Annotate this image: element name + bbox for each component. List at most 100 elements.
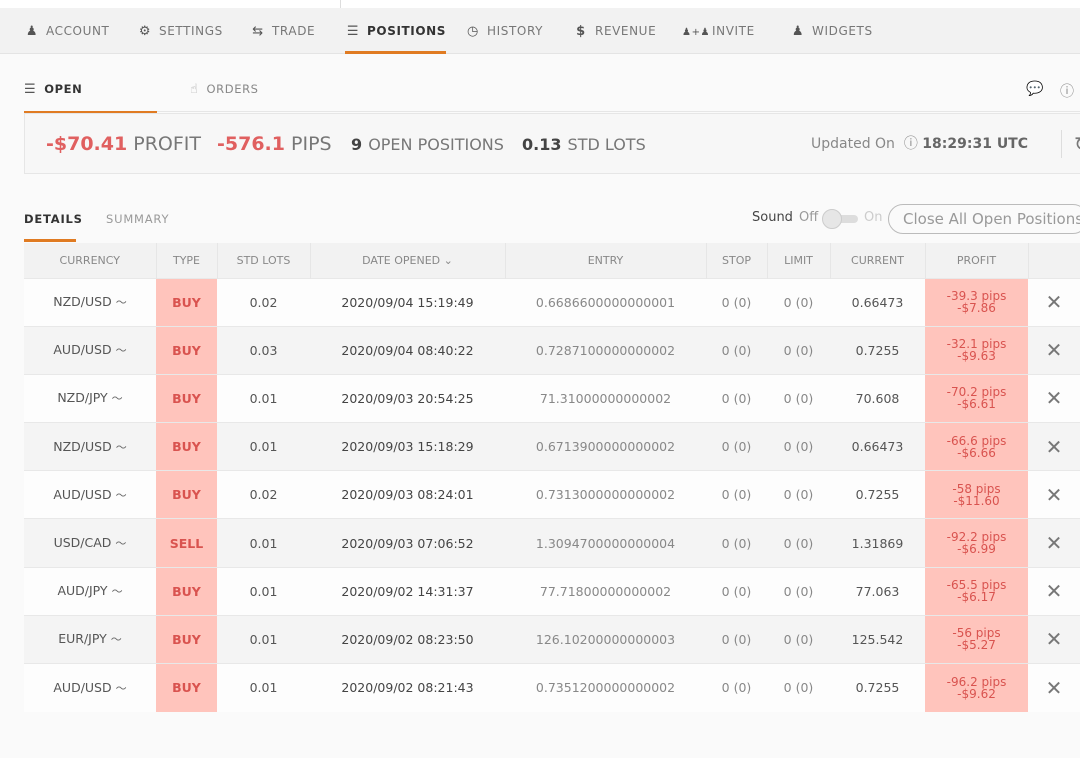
limit-cell: 0 (0): [767, 277, 830, 327]
close-position-button[interactable]: ✕: [1028, 518, 1080, 568]
close-icon: ✕: [1045, 482, 1063, 507]
date-opened: 2020/09/03 07:06:52: [341, 535, 474, 551]
tab-open-positions[interactable]: ☰OPEN POSITIONS: [24, 54, 157, 167]
profit-label: PROFIT: [133, 133, 202, 155]
trend-chart-icon[interactable]: 〜: [115, 488, 127, 502]
nav-settings[interactable]: ⚙ SETTINGS: [137, 8, 223, 54]
trend-chart-icon[interactable]: 〜: [115, 296, 127, 310]
tab-summary[interactable]: SUMMARY: [106, 212, 170, 226]
header-profit[interactable]: PROFIT: [925, 243, 1029, 278]
profit-pips: -65.5 pips: [946, 578, 1007, 593]
nav-invite[interactable]: ♟+♟ INVITE: [682, 8, 755, 54]
stop-cell: 0 (0): [706, 518, 767, 568]
trend-chart-icon[interactable]: 〜: [111, 585, 123, 599]
header-entry[interactable]: ENTRY: [505, 243, 707, 278]
total-pips: -576.1 PIPS: [217, 114, 332, 174]
nav-label: WIDGETS: [812, 24, 873, 38]
user-icon: ♟: [25, 24, 39, 39]
profit-amount: -$6.17: [957, 590, 996, 605]
header-type[interactable]: TYPE: [156, 243, 218, 278]
trend-chart-icon[interactable]: 〜: [115, 344, 127, 358]
close-position-button[interactable]: ✕: [1028, 614, 1080, 664]
trend-chart-icon[interactable]: 〜: [115, 537, 127, 551]
entry-price: 0.7313000000000002: [535, 487, 676, 503]
limit-value: 0 (0): [783, 342, 814, 358]
lots-cell: 0.01: [217, 373, 310, 423]
limit-value: 0 (0): [783, 680, 814, 696]
profit-cell: -92.2 pips -$6.99: [925, 518, 1028, 568]
tab-orders[interactable]: ☝ ORDERS: [190, 54, 259, 112]
close-position-button[interactable]: ✕: [1028, 470, 1080, 519]
chat-icon[interactable]: 💬: [1026, 81, 1044, 97]
tab-details[interactable]: DETAILS: [24, 208, 82, 242]
header-date-opened[interactable]: DATE OPENED ⌄: [310, 243, 506, 278]
trend-chart-icon[interactable]: 〜: [115, 681, 127, 695]
date-opened: 2020/09/03 15:18:29: [341, 439, 474, 455]
header-currency[interactable]: CURRENCY: [24, 243, 157, 278]
date-opened: 2020/09/02 14:31:37: [341, 583, 474, 599]
close-position-button[interactable]: ✕: [1028, 277, 1080, 327]
date-cell: 2020/09/03 08:24:01: [310, 470, 505, 519]
nav-history[interactable]: ◷ HISTORY: [465, 8, 543, 54]
trend-chart-icon[interactable]: 〜: [111, 392, 123, 406]
profit-cell: -65.5 pips -$6.17: [925, 566, 1028, 616]
close-position-button[interactable]: ✕: [1028, 422, 1080, 471]
nav-trade[interactable]: ⇆ TRADE: [250, 8, 315, 54]
header-close: [1028, 243, 1080, 278]
currency-cell: AUD/USD 〜: [24, 662, 156, 712]
trend-chart-icon[interactable]: 〜: [110, 633, 122, 647]
limit-cell: 0 (0): [767, 470, 830, 519]
table-row: AUD/USD 〜 BUY 0.02 2020/09/03 08:24:01 0.7313…: [24, 470, 1080, 519]
header-limit[interactable]: LIMIT: [767, 243, 831, 278]
close-position-button[interactable]: ✕: [1028, 373, 1080, 423]
current-price: 1.31869: [851, 535, 904, 551]
entry-price: 0.7287100000000002: [535, 342, 676, 358]
header-stop[interactable]: STOP: [706, 243, 768, 278]
profit-cell: -56 pips -$5.27: [925, 614, 1028, 664]
close-position-button[interactable]: ✕: [1028, 566, 1080, 616]
close-position-button[interactable]: ✕: [1028, 325, 1080, 375]
currency-cell: NZD/USD 〜: [24, 422, 156, 471]
nav-label: ACCOUNT: [46, 24, 110, 38]
header-current[interactable]: CURRENT: [830, 243, 926, 278]
trade-type: BUY: [172, 294, 201, 310]
date-cell: 2020/09/02 14:31:37: [310, 566, 505, 616]
current-price: 0.7255: [855, 487, 900, 503]
trade-type: BUY: [172, 583, 201, 599]
stop-cell: 0 (0): [706, 470, 767, 519]
nav-widgets[interactable]: ♟ WIDGETS: [790, 8, 873, 54]
table-row: NZD/JPY 〜 BUY 0.01 2020/09/03 20:54:25 71.310…: [24, 373, 1080, 423]
limit-value: 0 (0): [783, 631, 814, 647]
header-label: TYPE: [172, 253, 201, 267]
header-label: CURRENCY: [59, 253, 120, 267]
current-price: 0.66473: [851, 439, 904, 455]
nav-revenue[interactable]: $ REVENUE: [573, 8, 656, 54]
stop-cell: 0 (0): [706, 373, 767, 423]
info-icon[interactable]: ⓘ: [1060, 84, 1074, 100]
close-icon: ✕: [1045, 675, 1063, 700]
trade-type: SELL: [169, 535, 204, 551]
trade-type: BUY: [172, 439, 201, 455]
currency-pair: NZD/USD: [53, 438, 112, 454]
nav-positions[interactable]: ☰ POSITIONS: [345, 8, 447, 54]
entry-price: 0.6686600000000001: [535, 294, 676, 310]
nav-account[interactable]: ♟ ACCOUNT: [24, 8, 110, 54]
currency-cell: NZD/USD 〜: [24, 277, 156, 327]
close-all-positions-button[interactable]: Close All Open Positions: [888, 204, 1080, 234]
date-opened: 2020/09/04 15:19:49: [341, 294, 474, 310]
positions-table: CURRENCY TYPE STD LOTS DATE OPENED ⌄ ENTRY ST…: [24, 243, 1080, 712]
header-std-lots[interactable]: STD LOTS: [217, 243, 311, 278]
stop-value: 0 (0): [721, 680, 752, 696]
type-cell: BUY: [156, 470, 217, 519]
profit-cell: -39.3 pips -$7.86: [925, 277, 1028, 327]
current-cell: 0.7255: [830, 325, 925, 375]
clock-icon: ◷: [467, 24, 479, 39]
stop-value: 0 (0): [721, 583, 752, 599]
refresh-icon[interactable]: ↻: [1061, 130, 1080, 158]
trend-chart-icon[interactable]: 〜: [115, 440, 127, 454]
profit-amount: -$11.60: [953, 493, 1000, 508]
sound-toggle[interactable]: [822, 209, 860, 229]
close-position-button[interactable]: ✕: [1028, 662, 1080, 712]
entry-cell: 0.7351200000000002: [505, 662, 706, 712]
swap-icon: ⇆: [252, 24, 264, 39]
